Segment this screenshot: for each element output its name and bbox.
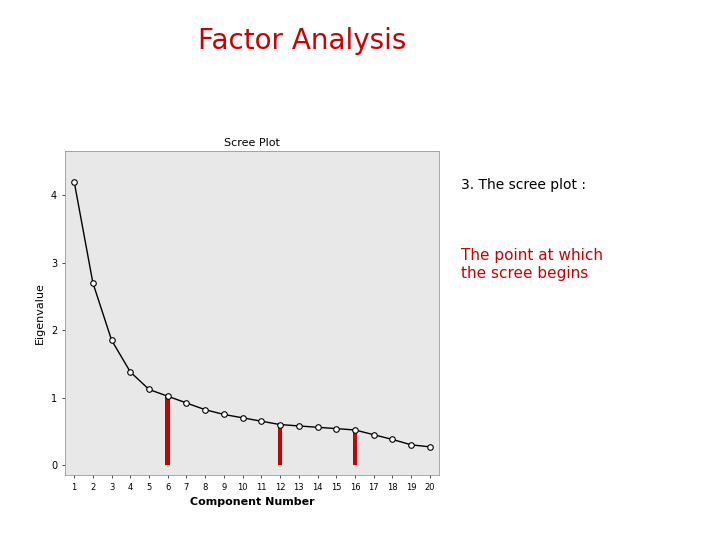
Y-axis label: Eigenvalue: Eigenvalue — [35, 282, 45, 344]
Bar — [353, 430, 357, 465]
Title: Scree Plot: Scree Plot — [224, 138, 280, 147]
Text: The point at which
the scree begins: The point at which the scree begins — [461, 248, 603, 281]
Text: 3. The scree plot :: 3. The scree plot : — [461, 178, 586, 192]
Bar — [278, 424, 282, 465]
X-axis label: Component Number: Component Number — [189, 497, 315, 508]
Text: Factor Analysis: Factor Analysis — [198, 27, 407, 55]
Bar — [166, 396, 170, 465]
